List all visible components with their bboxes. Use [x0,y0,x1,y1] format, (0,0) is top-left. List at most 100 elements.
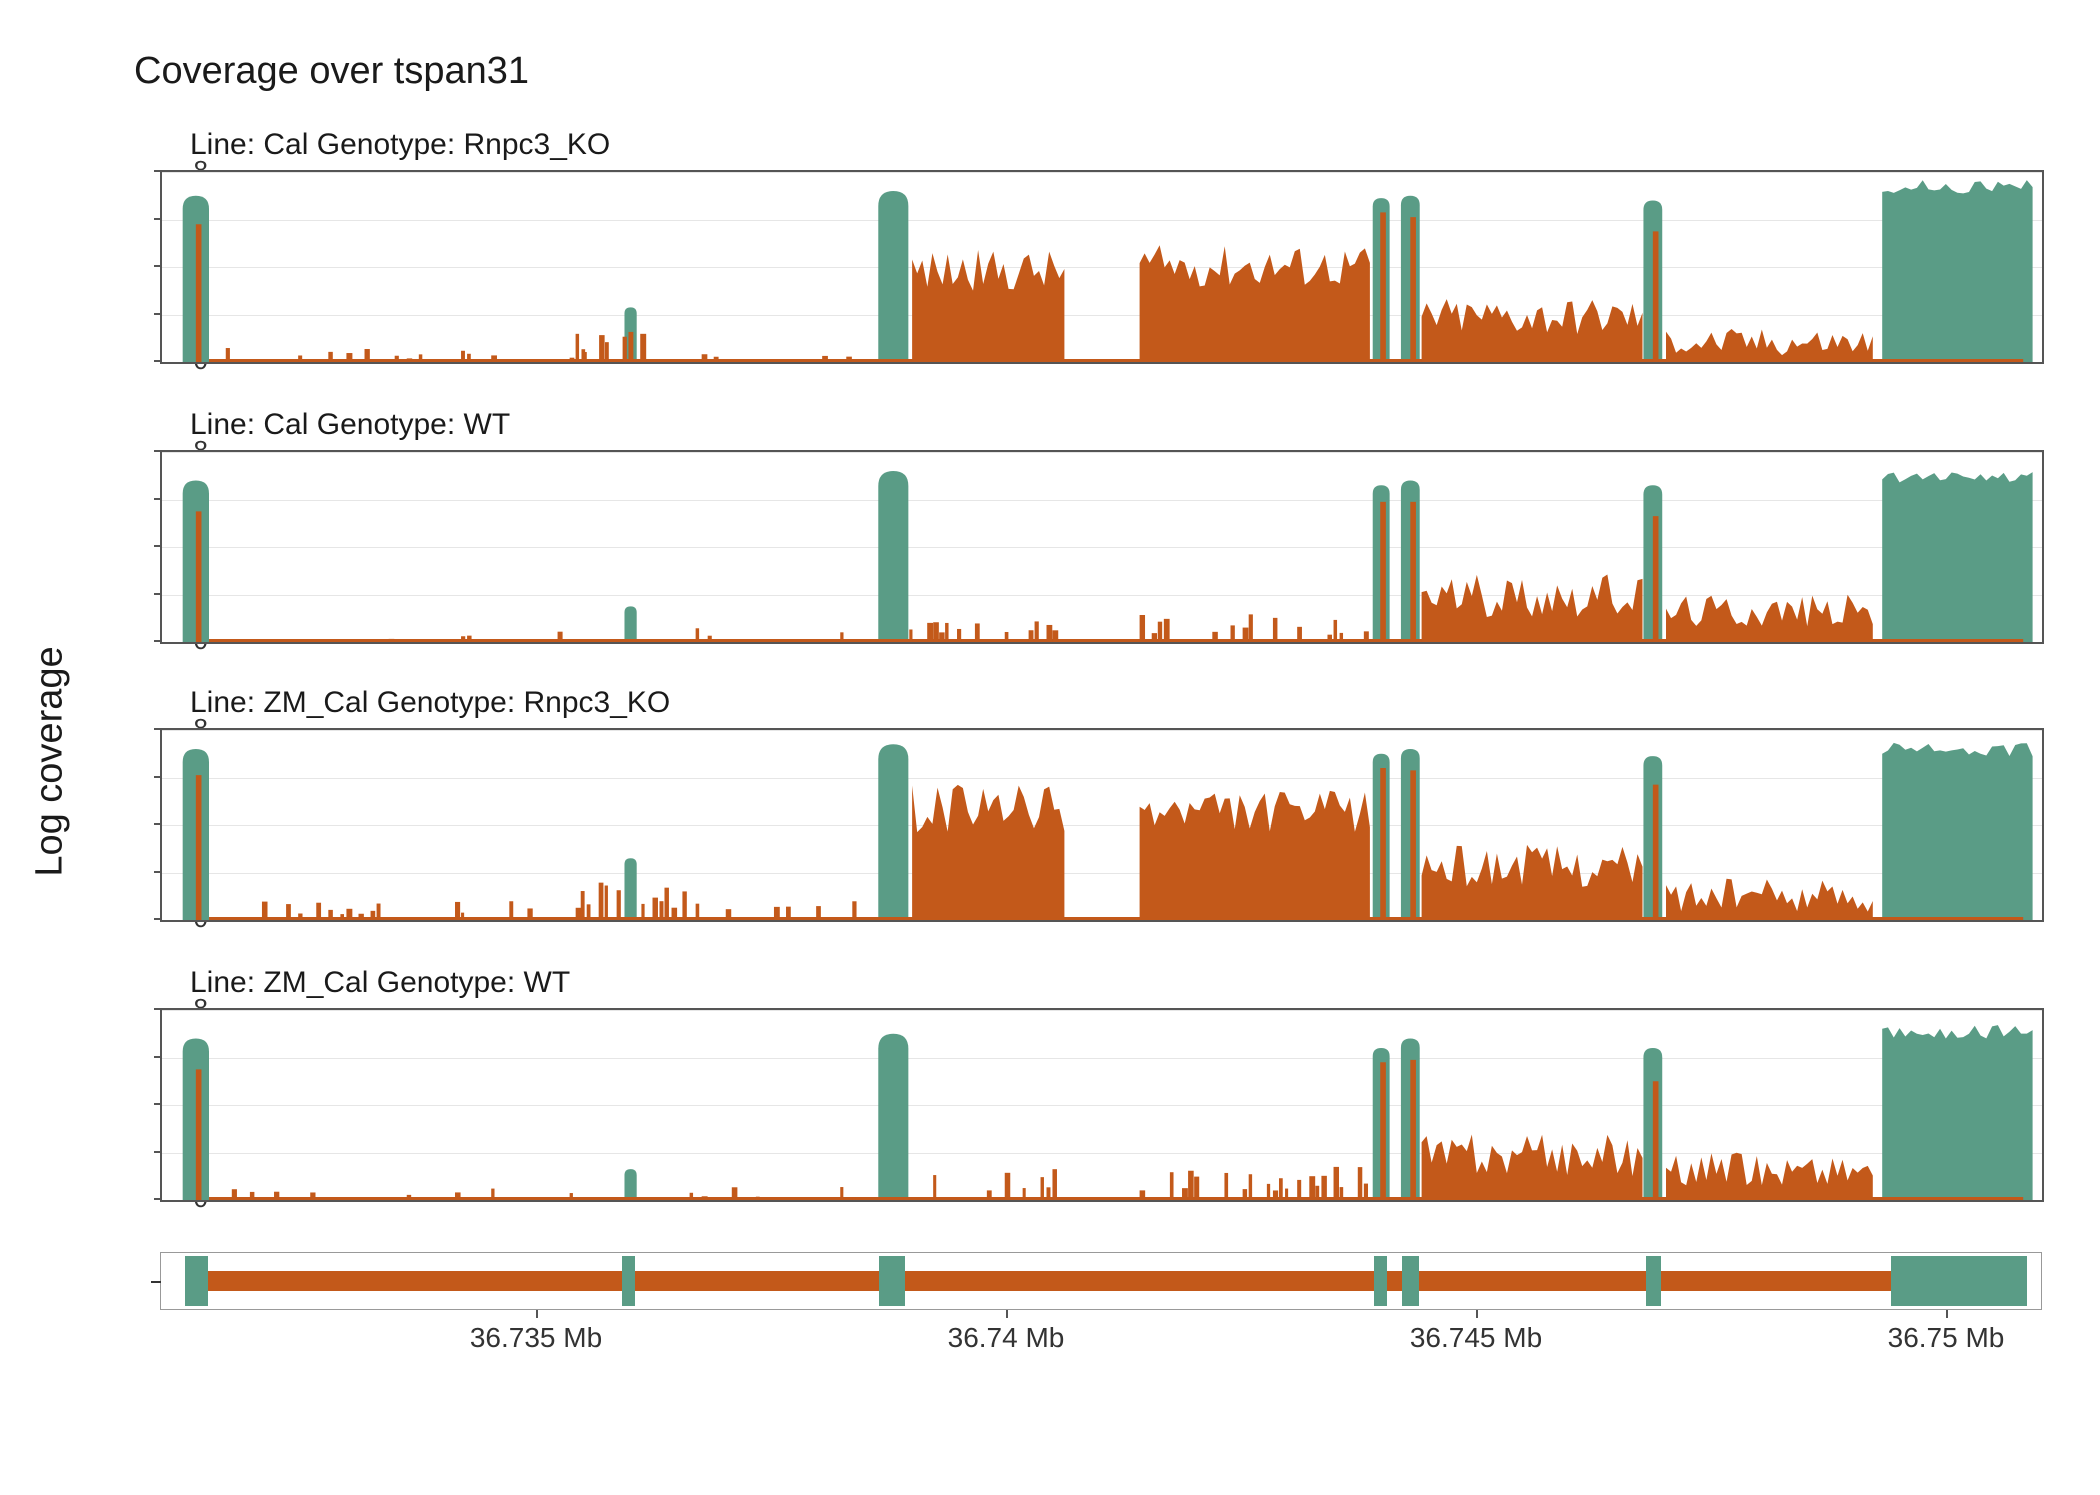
junction-spike [1380,502,1386,642]
xtick-label: 36.735 Mb [470,1322,602,1354]
intron-blip [467,636,471,642]
intron-blip [250,1192,254,1200]
junction-spike [196,511,202,642]
intron-blip [461,351,465,362]
intron-blip [822,356,828,362]
gene-model-track [160,1252,2042,1310]
intron-blip [298,913,302,920]
intron-blip [365,349,370,362]
intron-blip [389,639,395,642]
intron-blip [1231,625,1235,642]
intron-blip [840,632,843,642]
intron-blip [816,906,821,920]
intron-blip [987,1190,992,1200]
intron-blip [702,354,708,362]
intron-blip [617,890,621,920]
xtick-label: 36.745 Mb [1410,1322,1542,1354]
intron-blip [286,904,291,920]
intron-blip [957,629,961,642]
junction-spike [1653,1081,1659,1200]
junction-spike [1380,768,1386,920]
intron-blip [1212,632,1217,642]
gene-exon [879,1256,905,1306]
plot-area [160,450,2044,644]
intron-blip [316,903,321,920]
intron-dense [1422,1134,1643,1200]
gene-exon [1402,1256,1419,1306]
intron-blip [1285,1189,1288,1200]
gridline [162,920,2042,921]
series-svg [162,730,2042,920]
intron-dense [1140,245,1370,362]
junction-spike [1653,516,1659,642]
intron-blip [1188,1171,1194,1200]
intron-blip [1140,1190,1146,1200]
intron-blip [232,1189,237,1200]
intron-blip [641,904,644,920]
intron-dense [1666,1153,1873,1200]
intron-blip [1140,615,1145,642]
intron-blip [1364,1184,1368,1200]
intron-blip [461,913,464,920]
intron-blip [599,883,604,920]
exon-peak [183,749,209,920]
junction-spike [1410,770,1416,920]
xtick-mark [536,1310,538,1318]
junction-spike [1653,785,1659,920]
gene-exon [1891,1256,2027,1306]
intron-blip [1052,630,1058,642]
intron-blip [975,623,980,642]
intron-blip [933,1175,936,1200]
intron-blip [377,904,381,920]
intron-blip [587,904,591,920]
intron-blip [696,628,699,642]
intron-dense [1666,595,1873,642]
intron-blip [310,1192,315,1200]
intron-blip [455,1192,461,1200]
intron-blip [576,334,579,362]
coverage-panel: Line: Cal Genotype: Rnpc3_KO [160,170,2040,360]
exon-peak [624,606,636,642]
intron-blip [696,904,700,920]
intron-blip [1224,1173,1228,1200]
intron-blip [605,886,608,920]
intron-blip [509,901,513,920]
intron-blip [641,350,644,362]
intron-blip [371,911,376,920]
intron-blip [623,337,627,362]
xtick-label: 36.74 Mb [948,1322,1065,1354]
exon-peak [878,191,908,362]
intron-blip [328,910,333,920]
intron-blip [1047,1187,1051,1200]
intron-blip [1297,1180,1301,1200]
intron-blip [570,358,575,362]
exon-peak [183,481,209,643]
series-svg [162,172,2042,362]
gene-exon [1374,1256,1387,1306]
exon-peak [624,1169,636,1200]
coverage-panel: Line: ZM_Cal Genotype: WT [160,1008,2040,1198]
gridline [162,362,2042,363]
gene-intron [208,1271,1891,1291]
utr-region [1882,1025,2032,1200]
intron-dense [1666,879,1873,920]
intron-blip [659,901,663,920]
xtick-mark [1476,1310,1478,1318]
gene-axis-dash [151,1281,161,1283]
intron-blip [1334,1167,1339,1200]
panel-label: Line: ZM_Cal Genotype: Rnpc3_KO [190,686,670,720]
chart-title: Coverage over tspan31 [134,50,529,93]
intron-blip [262,902,268,920]
intron-blip [840,1187,843,1200]
junction-spike [196,1069,202,1200]
intron-blip [1047,625,1053,642]
intron-blip [455,902,460,920]
xtick-label: 36.75 Mb [1888,1322,2005,1354]
junction-spike [1410,1060,1416,1200]
intron-dense [912,785,1064,920]
intron-blip [1358,1167,1363,1200]
junction-spike [1380,1062,1386,1200]
junction-spike [1410,502,1416,642]
intron-blip [407,358,412,362]
intron-blip [1249,614,1253,642]
